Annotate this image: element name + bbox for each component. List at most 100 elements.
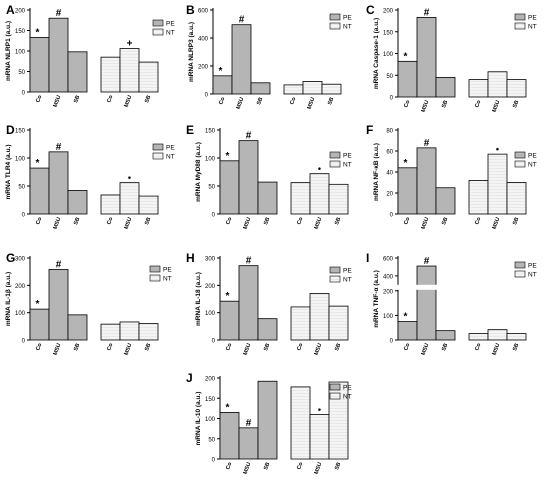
significance-marker: * — [404, 51, 408, 62]
category-label: MSU — [492, 100, 502, 114]
y-tick-label: 50 — [18, 70, 25, 76]
bar-nt-co — [290, 182, 311, 215]
y-tick-label: 0 — [212, 339, 216, 345]
category-label: SB — [73, 95, 81, 104]
y-tick-label: 50 — [208, 185, 215, 191]
legend-label: NT — [343, 162, 352, 169]
legend-label: PE — [343, 15, 352, 22]
bar-pe-sb — [435, 187, 456, 215]
category-label: MSU — [243, 462, 253, 476]
significance-marker: # — [246, 256, 252, 267]
bar-pe-sb — [435, 330, 456, 341]
legend-swatch-nt — [514, 22, 526, 30]
significance-marker: # — [424, 7, 430, 18]
panel-label: B — [186, 3, 195, 17]
category-label: Co — [225, 342, 233, 352]
bar-nt-sb — [506, 182, 527, 215]
category-label: Co — [403, 216, 411, 226]
y-tick-label: 600 — [198, 9, 209, 15]
legend-swatch-nt — [149, 274, 161, 282]
category-label: SB — [144, 95, 152, 104]
y-tick-label: 0 — [22, 213, 26, 219]
panel-e: E 0 50 100 150 mRNA MyD88 (a.u.) Co MSU SB Co MSU S… — [186, 123, 352, 230]
y-axis-label: mRNA IL-18 (a.u.) — [195, 272, 202, 326]
bar-pe-co — [219, 300, 240, 341]
legend-swatch-pe — [329, 13, 341, 21]
panel-label: G — [6, 251, 15, 265]
legend-label: PE — [343, 385, 352, 392]
category-label: Co — [106, 342, 114, 352]
bar-pe-co — [219, 412, 240, 460]
category-label: SB — [144, 217, 152, 226]
y-tick-label: 0 — [22, 339, 26, 345]
bar-pe-sb — [67, 190, 88, 215]
bar-nt-co — [100, 194, 121, 215]
y-tick-label: 200 — [383, 289, 394, 295]
panel-d: D 0 50 100 150 mRNA TLR4 (a.u.) Co MSU SB Co MSU SB… — [5, 123, 175, 230]
significance-marker: # — [239, 15, 245, 26]
category-label: MSU — [421, 217, 431, 231]
legend-label: NT — [528, 24, 537, 31]
significance-marker: * — [36, 27, 40, 38]
panel-b: B 0 200 400 600 mRNA NLRP3 (a.u.) Co MSU SB Co MSU… — [186, 3, 352, 110]
category-label: SB — [441, 217, 449, 226]
bar-nt-sb — [328, 381, 349, 460]
category-label: MSU — [421, 343, 431, 357]
legend-label: PE — [343, 153, 352, 160]
category-label: SB — [441, 343, 449, 352]
category-label: SB — [263, 462, 271, 471]
legend-label: PE — [528, 15, 537, 22]
significance-marker: * — [404, 312, 408, 323]
significance-marker: * — [36, 299, 40, 310]
y-tick-label: 300 — [205, 257, 216, 263]
category-label: SB — [73, 217, 81, 226]
category-label: SB — [263, 343, 271, 352]
legend-swatch-pe — [152, 19, 164, 27]
y-tick-label: 150 — [15, 129, 26, 135]
category-label: Co — [474, 342, 482, 352]
bar-pe-msu — [416, 16, 437, 98]
significance-marker: # — [424, 256, 430, 267]
y-tick-label: 200 — [205, 377, 216, 383]
category-label: SB — [327, 97, 335, 106]
legend-label: NT — [343, 277, 352, 284]
legend-label: NT — [343, 394, 352, 401]
panel-label: I — [366, 251, 369, 265]
bar-nt-co — [468, 79, 489, 98]
bar-nt-msu — [487, 329, 508, 341]
y-tick-label: 50 — [208, 437, 215, 443]
category-label: Co — [403, 342, 411, 352]
category-label: MSU — [307, 97, 317, 111]
axis-break — [394, 284, 528, 290]
y-tick-label: 100 — [15, 311, 26, 317]
bar-pe-msu — [48, 17, 69, 93]
significance-marker: * — [226, 291, 230, 302]
bar-nt-sb — [138, 323, 159, 341]
bar-pe-co — [29, 167, 50, 215]
legend-swatch-pe — [514, 13, 526, 21]
legend-swatch-nt — [152, 28, 164, 36]
legend-label: PE — [166, 21, 175, 28]
legend-swatch-nt — [329, 22, 341, 30]
bar-pe-sb — [67, 314, 88, 341]
category-label: MSU — [53, 95, 63, 109]
panel-f: F 0 20 40 60 80 mRNA NF-κB (a.u.) Co MSU SB Co MSU S… — [366, 123, 537, 230]
y-tick-label: 0 — [212, 458, 216, 464]
category-label: MSU — [124, 217, 134, 231]
y-tick-label: 150 — [205, 129, 216, 135]
legend-swatch-nt — [152, 152, 164, 160]
category-label: SB — [334, 343, 342, 352]
legend-label: PE — [343, 268, 352, 275]
y-tick-label: 150 — [15, 29, 26, 35]
category-label: MSU — [492, 343, 502, 357]
legend-swatch-pe — [152, 143, 164, 151]
significance-marker: + — [127, 39, 133, 50]
significance-marker: * — [404, 158, 408, 169]
bar-nt-sb — [328, 183, 349, 215]
y-axis-label: mRNA NLRP1 (a.u.) — [5, 21, 12, 81]
bar-nt-co — [468, 179, 489, 215]
legend-label: PE — [528, 153, 537, 160]
y-tick-label: 200 — [15, 9, 26, 15]
y-tick-label: 0 — [22, 91, 26, 97]
